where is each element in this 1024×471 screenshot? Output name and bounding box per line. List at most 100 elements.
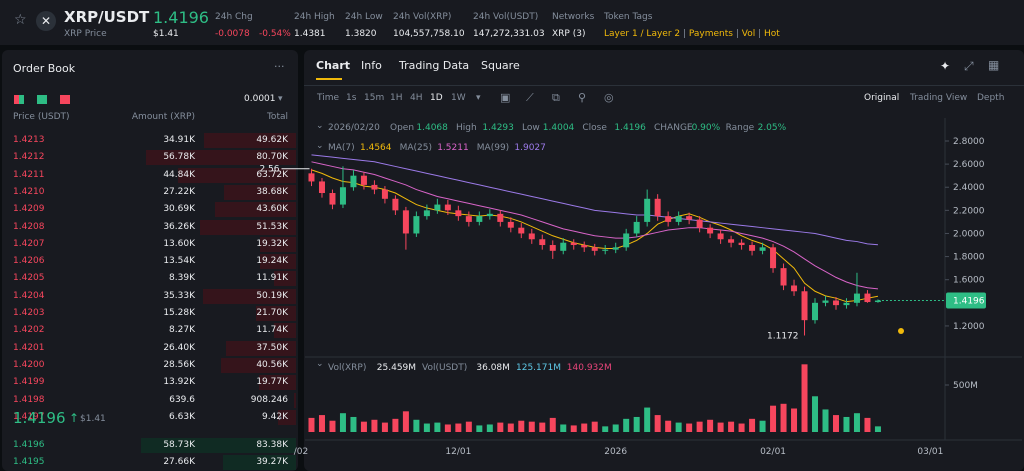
- view[interactable]: Original: [864, 93, 900, 103]
- row-price[interactable]: 1.4207: [13, 238, 45, 249]
- row-amount[interactable]: 28.56K: [163, 359, 195, 370]
- step[interactable]: 0.0001: [244, 94, 276, 104]
- tab[interactable]: Chart: [316, 59, 351, 72]
- row-total[interactable]: 43.60K: [256, 204, 288, 215]
- row-price[interactable]: 1.4201: [13, 342, 45, 353]
- row-total[interactable]: 50.19K: [256, 290, 288, 301]
- subtitle[interactable]: XRP Price: [64, 29, 107, 39]
- row-amount[interactable]: 8.27K: [169, 325, 195, 336]
- more[interactable]: ···: [274, 60, 285, 73]
- row-total[interactable]: 38.68K: [256, 186, 288, 197]
- row-total[interactable]: 19.32K: [256, 238, 288, 249]
- row-price[interactable]: 1.4198: [13, 394, 45, 405]
- interval[interactable]: Time: [317, 93, 340, 103]
- row-amount[interactable]: 13.54K: [163, 256, 195, 267]
- row-amount[interactable]: 56.78K: [163, 152, 195, 163]
- interval[interactable]: 1D: [430, 93, 443, 103]
- row-total[interactable]: 40.56K: [256, 359, 288, 370]
- price-usd: $1.41: [153, 29, 179, 39]
- row-price[interactable]: 1.4205: [13, 273, 45, 284]
- row-total[interactable]: 11.91K: [256, 273, 288, 284]
- tag[interactable]: Layer 1 / Layer 2: [604, 29, 681, 39]
- row-amount[interactable]: 58.73K: [163, 440, 195, 450]
- row-amount[interactable]: 36.26K: [163, 221, 195, 232]
- candle-body: [644, 198, 651, 222]
- row-amount[interactable]: 30.69K: [163, 204, 195, 215]
- volume-bar: [633, 416, 640, 432]
- row-total[interactable]: 9.42K: [262, 411, 288, 422]
- row-amount[interactable]: 6.63K: [169, 411, 195, 422]
- row-amount[interactable]: 27.22K: [163, 186, 195, 197]
- interval[interactable]: 1s: [346, 93, 357, 103]
- row-total[interactable]: 37.50K: [256, 342, 288, 353]
- row-total[interactable]: 19.24K: [256, 256, 288, 267]
- row-total[interactable]: 39.27K: [256, 456, 288, 467]
- tool-icon[interactable]: ⚲: [578, 91, 587, 104]
- row-price[interactable]: 1.4203: [13, 308, 45, 318]
- row-total[interactable]: 49.62K: [256, 135, 288, 145]
- row-total[interactable]: 63.72K: [256, 169, 288, 180]
- row-amount[interactable]: 35.33K: [163, 290, 195, 301]
- row-total[interactable]: 19.77K: [256, 377, 288, 388]
- row-price[interactable]: 1.4199: [13, 377, 45, 388]
- tag[interactable]: Payments: [688, 29, 733, 39]
- row-price[interactable]: 1.4208: [13, 221, 45, 232]
- row-price[interactable]: 1.4206: [13, 256, 45, 267]
- view[interactable]: Trading View: [910, 93, 968, 103]
- row-price[interactable]: 1.4209: [13, 204, 45, 215]
- row-total[interactable]: 908.246: [250, 394, 288, 405]
- view-bids[interactable]: [37, 95, 47, 104]
- tag[interactable]: Vol: [741, 29, 756, 39]
- row-price[interactable]: 1.4204: [13, 290, 45, 301]
- ai-icon[interactable]: ✦: [940, 59, 951, 73]
- row-total[interactable]: 21.70K: [256, 308, 288, 318]
- row-amount[interactable]: 8.39K: [169, 273, 195, 284]
- tool-icon[interactable]: ⟋: [526, 91, 534, 104]
- row-total[interactable]: 83.38K: [256, 440, 288, 450]
- tab[interactable]: Info: [361, 59, 382, 72]
- row-amount[interactable]: 44.84K: [163, 169, 195, 180]
- expand-icon[interactable]: ⤢: [964, 59, 974, 73]
- row-amount[interactable]: 27.66K: [163, 456, 195, 467]
- interval[interactable]: 1W: [451, 93, 466, 103]
- layout-icon[interactable]: ▦: [988, 58, 1000, 72]
- step-caret: ▾: [278, 94, 283, 104]
- row-price[interactable]: 1.4213: [13, 135, 45, 145]
- row-price[interactable]: 1.4197: [13, 411, 45, 422]
- view-both[interactable]: [14, 95, 24, 104]
- row-amount[interactable]: 639.6: [169, 394, 195, 405]
- interval[interactable]: 1H: [390, 93, 403, 103]
- tag[interactable]: Hot: [763, 29, 780, 39]
- row-price[interactable]: 1.4202: [13, 325, 45, 336]
- row-amount[interactable]: 13.92K: [163, 377, 195, 388]
- tab[interactable]: Square: [481, 59, 520, 72]
- row-amount[interactable]: 13.60K: [163, 238, 195, 249]
- row-price[interactable]: 1.4212: [13, 152, 45, 163]
- view-asks[interactable]: [60, 95, 70, 104]
- pair[interactable]: XRP/USDT: [64, 8, 150, 26]
- interval[interactable]: 4H: [410, 93, 423, 103]
- stat-label: 24h Low: [345, 12, 383, 22]
- tool-icon[interactable]: ◎: [604, 91, 614, 104]
- row-price[interactable]: 1.4211: [13, 169, 45, 180]
- more-arrow[interactable]: ›: [278, 411, 283, 424]
- tool-icon[interactable]: ⧉: [552, 91, 560, 104]
- stat-label: 24h Vol(USDT): [473, 12, 539, 22]
- tool-icon[interactable]: ▣: [500, 91, 511, 104]
- row-total[interactable]: 11.74K: [256, 325, 288, 336]
- row-total[interactable]: 51.53K: [256, 221, 288, 232]
- row-price[interactable]: 1.4200: [13, 359, 45, 370]
- row-amount[interactable]: 26.40K: [163, 342, 195, 353]
- row-price[interactable]: 1.4196: [13, 440, 45, 450]
- candle-body: [444, 204, 451, 211]
- favorite-star[interactable]: ☆: [14, 12, 27, 28]
- row-amount[interactable]: 15.28K: [163, 308, 195, 318]
- row-amount[interactable]: 34.91K: [163, 135, 195, 145]
- tab[interactable]: Trading Data: [399, 59, 470, 72]
- row-price[interactable]: 1.4210: [13, 186, 45, 197]
- view[interactable]: Depth: [977, 93, 1005, 103]
- interval[interactable]: 15m: [364, 93, 385, 103]
- row-price[interactable]: 1.4195: [13, 456, 45, 467]
- caret[interactable]: ▾: [476, 93, 481, 103]
- row-total[interactable]: 80.70K: [256, 152, 288, 163]
